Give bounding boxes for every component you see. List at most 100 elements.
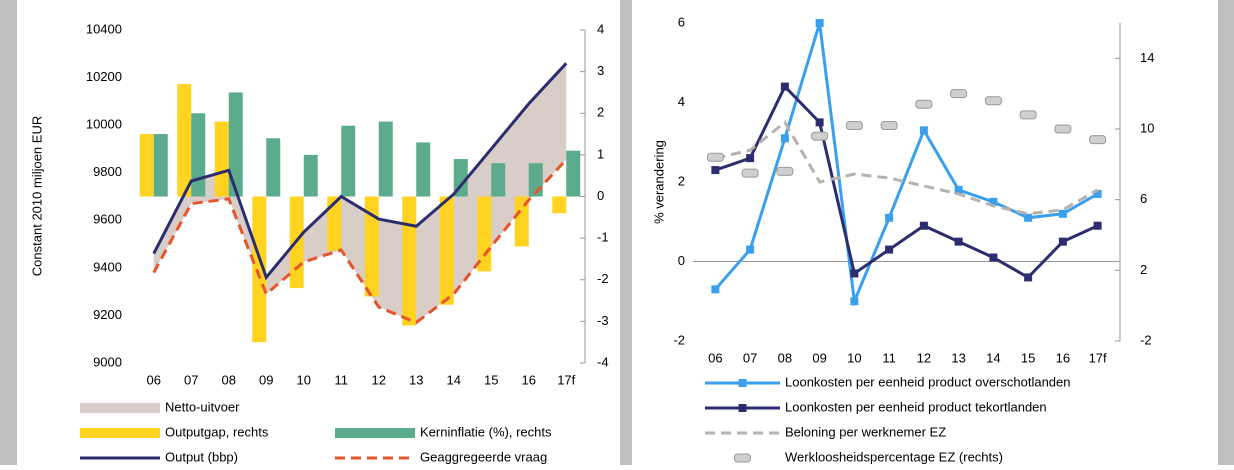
x-tick-label: 16: [1056, 350, 1070, 365]
x-tick-label: 14: [986, 350, 1000, 365]
x-tick-label: 08: [222, 372, 236, 387]
bar: [228, 92, 243, 197]
y-tick-label: 6: [678, 14, 685, 29]
marker: [989, 253, 998, 262]
y-tick-label: -2: [673, 332, 685, 347]
marker: [815, 118, 824, 127]
marker: [1054, 124, 1072, 134]
y2-tick-label: 14: [1140, 50, 1154, 65]
line: [152, 158, 568, 325]
marker: [711, 166, 720, 175]
marker: [885, 213, 894, 222]
marker: [919, 126, 928, 135]
marker: [850, 297, 859, 306]
marker: [915, 99, 933, 109]
frame: [0, 0, 17, 465]
y-tick-label: 9400: [93, 259, 122, 274]
y-tick-label: 9600: [93, 212, 122, 227]
bar: [402, 196, 417, 326]
marker: [776, 166, 794, 176]
x-tick-label: 09: [259, 372, 273, 387]
x-tick-label: 16: [522, 372, 536, 387]
x-tick-label: 07: [743, 350, 757, 365]
y2-tick-label: -2: [1140, 332, 1152, 347]
y-tick-label: 10200: [86, 69, 122, 84]
bar: [327, 196, 342, 251]
bar: [303, 154, 318, 197]
marker: [711, 285, 720, 294]
x-tick-label: 11: [335, 372, 349, 387]
marker: [1058, 237, 1067, 246]
legend-marker: [738, 379, 747, 387]
bar: [153, 134, 168, 197]
marker: [845, 120, 863, 130]
line: [715, 120, 1099, 216]
x-tick-label: 10: [847, 350, 861, 365]
marker: [954, 185, 963, 194]
frame: [620, 0, 632, 465]
x-tick-label: 15: [1021, 350, 1035, 365]
bar: [453, 159, 468, 197]
y-tick-label: 10400: [86, 21, 122, 36]
marker: [1089, 135, 1107, 145]
bar: [252, 196, 267, 343]
bar: [566, 150, 581, 197]
marker: [850, 269, 859, 278]
legend-label: Loonkosten per eenheid product tekortlan…: [785, 399, 1047, 414]
x-tick-label: 15: [484, 372, 498, 387]
legend-label: Kerninflatie (%), rechts: [420, 424, 552, 439]
line: [152, 62, 568, 281]
marker: [1024, 273, 1033, 282]
y2-tick-label: -2: [597, 271, 609, 286]
y-tick-label: 0: [678, 253, 685, 268]
y-tick-label: 2: [678, 173, 685, 188]
legend-swatch: [80, 403, 160, 413]
y2-tick-label: 10: [1140, 120, 1154, 135]
y-axis-label: % verandering: [651, 140, 666, 224]
legend-swatch: [335, 428, 415, 438]
marker: [1058, 209, 1067, 218]
y2-tick-label: 6: [1140, 191, 1147, 206]
marker: [815, 19, 824, 27]
bar: [439, 196, 454, 305]
line: [714, 22, 1099, 308]
marker: [746, 245, 755, 254]
y2-tick-label: -1: [597, 230, 609, 245]
x-tick-label: 17f: [1089, 350, 1107, 365]
marker: [919, 221, 928, 230]
x-tick-label: 13: [951, 350, 965, 365]
y2-tick-label: -3: [597, 313, 609, 328]
x-tick-label: 08: [778, 350, 792, 365]
y-tick-label: 9800: [93, 164, 122, 179]
x-tick-label: 06: [147, 372, 161, 387]
y-tick-label: 10000: [86, 117, 122, 132]
bar: [491, 163, 506, 197]
x-tick-label: 12: [372, 372, 386, 387]
legend-swatch: [80, 428, 160, 438]
bar: [214, 121, 229, 197]
legend-label: Beloning per werknemer EZ: [785, 424, 946, 439]
marker: [880, 120, 898, 130]
legend-label: Werkloosheidspercentage EZ (rechts): [785, 449, 1003, 464]
x-tick-label: 10: [297, 372, 311, 387]
bar: [378, 121, 393, 197]
marker: [950, 89, 968, 99]
y-axis-label: Constant 2010 miljoen EUR: [29, 116, 44, 276]
bar: [552, 196, 567, 214]
legend-marker: [734, 453, 751, 463]
legend-label: Geaggregeerde vraag: [420, 449, 547, 464]
y-tick-label: 9000: [93, 354, 122, 369]
frame: [1218, 0, 1234, 465]
marker: [1093, 221, 1102, 230]
marker: [885, 245, 894, 254]
marker: [780, 82, 789, 91]
line: [714, 84, 1099, 280]
x-tick-label: 09: [812, 350, 826, 365]
marker: [1093, 189, 1102, 198]
bar: [139, 134, 154, 197]
x-tick-label: 13: [409, 372, 423, 387]
y-tick-label: 9200: [93, 307, 122, 322]
legend-label: Output (bbp): [165, 449, 238, 464]
bar: [514, 196, 529, 247]
